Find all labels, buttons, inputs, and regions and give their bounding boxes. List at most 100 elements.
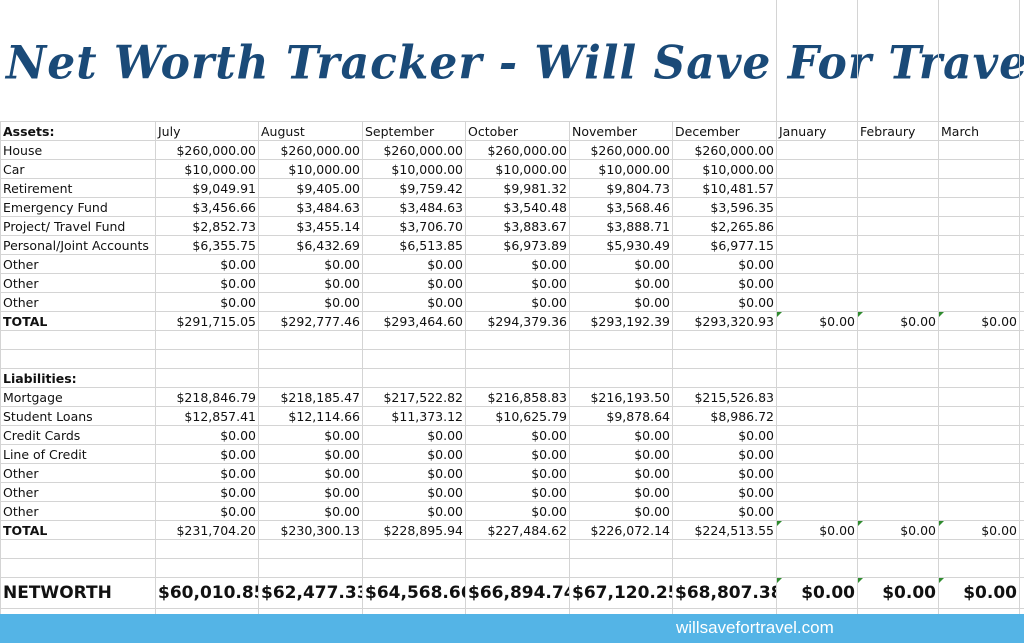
total-cell[interactable]: $0.00 [857,311,939,331]
value-cell[interactable]: $6,973.89 [465,235,570,255]
value-cell[interactable]: $0.00 [155,444,259,464]
total-cell[interactable]: $0.00 [857,577,939,609]
empty-cell[interactable] [1019,577,1024,609]
empty-cell[interactable] [857,235,939,255]
value-cell[interactable]: $0.00 [465,444,570,464]
empty-cell[interactable] [1019,235,1024,255]
value-cell[interactable]: $0.00 [569,482,673,502]
month-header[interactable]: Febraury [857,121,939,141]
empty-cell[interactable] [938,140,1020,160]
empty-cell[interactable] [776,482,858,502]
empty-cell[interactable] [1019,140,1024,160]
empty-cell[interactable] [465,349,570,369]
empty-cell[interactable] [1019,425,1024,445]
liabilities-total-row-label[interactable]: TOTAL [0,520,156,540]
empty-cell[interactable] [857,463,939,483]
empty-cell[interactable] [938,273,1020,293]
value-cell[interactable]: $2,265.86 [672,216,777,236]
empty-cell[interactable] [155,539,259,559]
value-cell[interactable]: $3,540.48 [465,197,570,217]
value-cell[interactable]: $0.00 [155,501,259,521]
empty-cell[interactable] [938,178,1020,198]
total-cell[interactable]: $293,320.93 [672,311,777,331]
empty-cell[interactable] [776,254,858,274]
value-cell[interactable]: $260,000.00 [569,140,673,160]
empty-cell[interactable] [672,558,777,578]
value-cell[interactable]: $0.00 [569,425,673,445]
month-header[interactable]: March [938,121,1020,141]
value-cell[interactable]: $10,000.00 [362,159,466,179]
empty-cell[interactable] [776,235,858,255]
value-cell[interactable]: $0.00 [362,444,466,464]
value-cell[interactable]: $215,526.83 [672,387,777,407]
total-cell[interactable]: $66,894.74 [465,577,570,609]
total-cell[interactable]: $0.00 [776,311,858,331]
row-label[interactable]: Car [0,159,156,179]
empty-cell[interactable] [776,216,858,236]
value-cell[interactable]: $0.00 [362,463,466,483]
empty-cell[interactable] [857,254,939,274]
empty-cell[interactable] [857,349,939,369]
empty-cell[interactable] [857,482,939,502]
empty-cell[interactable] [569,349,673,369]
value-cell[interactable]: $216,193.50 [569,387,673,407]
month-header[interactable]: September [362,121,466,141]
empty-cell[interactable] [938,463,1020,483]
empty-cell[interactable] [1019,216,1024,236]
empty-cell[interactable] [1019,539,1024,559]
row-label[interactable]: Other [0,482,156,502]
value-cell[interactable]: $8,986.72 [672,406,777,426]
empty-cell[interactable] [776,406,858,426]
empty-cell[interactable] [776,444,858,464]
liabilities-header[interactable]: Liabilities: [0,368,156,388]
value-cell[interactable]: $6,513.85 [362,235,466,255]
value-cell[interactable]: $10,481.57 [672,178,777,198]
total-cell[interactable]: $64,568.66 [362,577,466,609]
value-cell[interactable]: $216,858.83 [465,387,570,407]
empty-cell[interactable] [1019,482,1024,502]
empty-cell[interactable] [938,349,1020,369]
row-label[interactable]: Retirement [0,178,156,198]
total-cell[interactable]: $0.00 [857,520,939,540]
empty-cell[interactable] [1019,368,1024,388]
total-cell[interactable]: $67,120.25 [569,577,673,609]
value-cell[interactable]: $10,000.00 [569,159,673,179]
empty-cell[interactable] [857,444,939,464]
value-cell[interactable]: $3,484.63 [362,197,466,217]
empty-cell[interactable] [258,368,363,388]
empty-cell[interactable] [857,539,939,559]
value-cell[interactable]: $0.00 [465,273,570,293]
value-cell[interactable]: $3,706.70 [362,216,466,236]
empty-cell[interactable] [1019,178,1024,198]
empty-cell[interactable] [1019,520,1024,540]
empty-cell[interactable] [672,330,777,350]
empty-cell[interactable] [465,539,570,559]
empty-cell[interactable] [857,140,939,160]
empty-cell[interactable] [938,558,1020,578]
value-cell[interactable]: $0.00 [672,501,777,521]
empty-cell[interactable] [776,463,858,483]
value-cell[interactable]: $3,883.67 [465,216,570,236]
row-label[interactable]: Emergency Fund [0,197,156,217]
empty-cell[interactable] [857,273,939,293]
empty-cell[interactable] [465,558,570,578]
value-cell[interactable]: $260,000.00 [362,140,466,160]
value-cell[interactable]: $5,930.49 [569,235,673,255]
assets-total-row-label[interactable]: TOTAL [0,311,156,331]
empty-cell[interactable] [938,292,1020,312]
value-cell[interactable]: $260,000.00 [258,140,363,160]
value-cell[interactable]: $0.00 [362,501,466,521]
empty-cell[interactable] [857,178,939,198]
value-cell[interactable]: $0.00 [362,292,466,312]
empty-cell[interactable] [1019,444,1024,464]
value-cell[interactable]: $9,049.91 [155,178,259,198]
value-cell[interactable]: $0.00 [258,273,363,293]
value-cell[interactable]: $0.00 [569,254,673,274]
empty-cell[interactable] [776,140,858,160]
empty-cell[interactable] [258,558,363,578]
empty-cell[interactable] [1019,121,1024,141]
empty-cell[interactable] [776,197,858,217]
empty-cell[interactable] [776,425,858,445]
empty-cell[interactable] [1019,330,1024,350]
row-label[interactable]: Other [0,501,156,521]
